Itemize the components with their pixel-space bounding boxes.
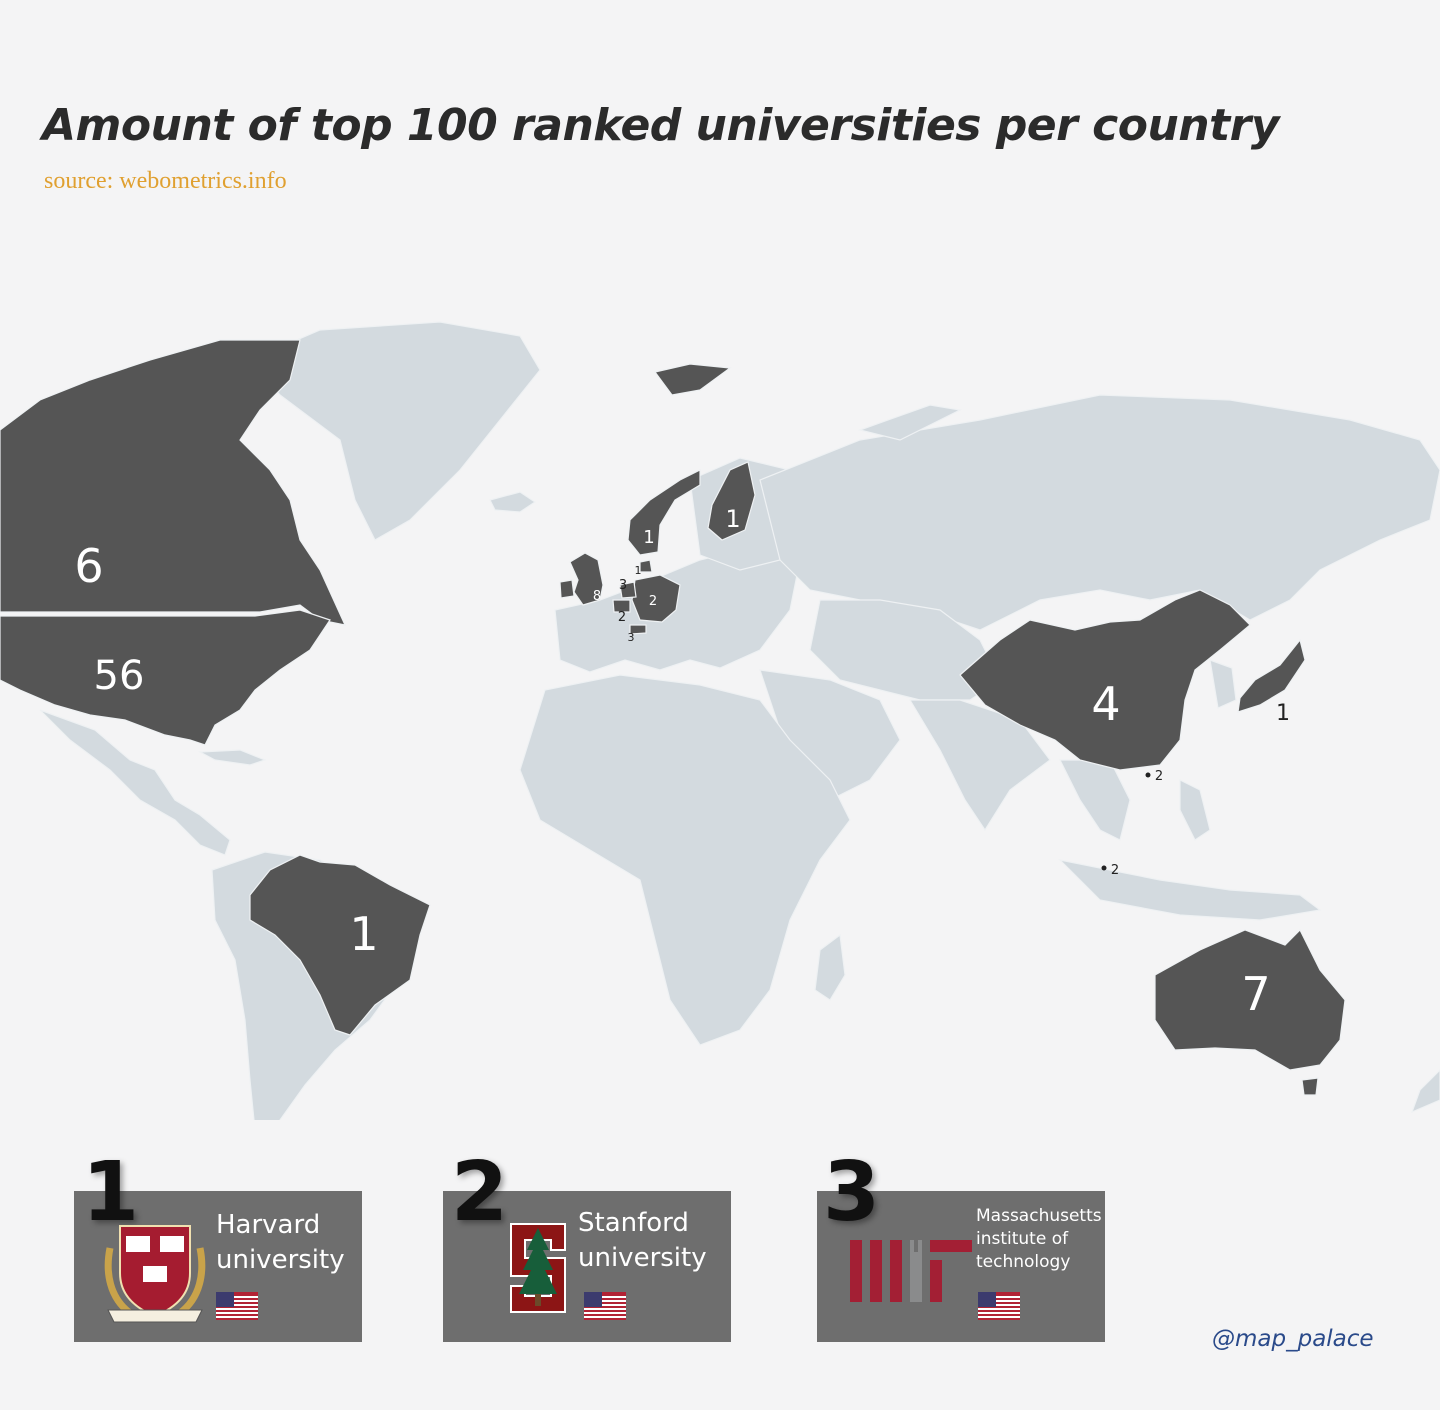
country-ireland xyxy=(559,579,575,599)
count-usa: 56 xyxy=(94,653,145,699)
count-netherlands: 3 xyxy=(619,578,627,593)
country-china xyxy=(959,589,1251,771)
philippines xyxy=(1179,779,1211,841)
indonesia xyxy=(1058,859,1322,921)
iceland xyxy=(489,491,537,513)
count-finland: 1 xyxy=(725,505,740,533)
us-flag-icon xyxy=(584,1292,626,1320)
count-germany: 2 xyxy=(649,594,657,609)
mexico-central-america xyxy=(39,709,231,856)
uni-name-stanford: Stanford university xyxy=(578,1208,707,1273)
us-flag-icon xyxy=(978,1292,1020,1320)
southeast-asia xyxy=(1059,759,1131,841)
count-china: 4 xyxy=(1091,677,1120,731)
country-germany xyxy=(631,574,681,623)
count-australia: 7 xyxy=(1241,967,1270,1021)
map-title: Amount of top 100 ranked universities pe… xyxy=(42,100,1280,151)
india xyxy=(908,699,1051,832)
country-norway xyxy=(627,469,701,556)
mit-logo-icon xyxy=(850,1240,972,1302)
svalbard xyxy=(653,363,732,396)
new-zealand xyxy=(1410,1069,1440,1114)
country-usa xyxy=(0,609,331,746)
madagascar xyxy=(814,933,846,1001)
africa xyxy=(519,674,851,1046)
count-belgium: 2 xyxy=(618,610,626,625)
count-uk: 8 xyxy=(593,589,601,604)
count-singapore: 2 xyxy=(1111,863,1119,878)
source-label: source: webometrics.info xyxy=(44,168,287,194)
us-flag-icon xyxy=(216,1292,258,1320)
greenland xyxy=(249,321,541,541)
arctic-islands-russia xyxy=(857,404,962,441)
country-australia xyxy=(1154,928,1346,1071)
count-denmark: 1 xyxy=(635,564,642,577)
uni-name-mit: Massachusetts institute of technology xyxy=(976,1206,1102,1272)
country-netherlands xyxy=(619,581,637,599)
country-switzerland xyxy=(629,624,647,635)
caribbean xyxy=(197,749,267,766)
count-norway: 1 xyxy=(643,527,654,548)
country-japan xyxy=(1237,638,1306,713)
count-hong-kong: 2 xyxy=(1155,769,1163,784)
country-canada xyxy=(0,339,347,626)
stanford-tree-icon xyxy=(510,1223,566,1313)
harvard-shield-icon xyxy=(104,1225,206,1323)
count-switzerland: 3 xyxy=(628,631,635,644)
country-belgium xyxy=(612,599,631,613)
count-canada: 6 xyxy=(74,539,103,593)
credit-handle: @map_palace xyxy=(1212,1326,1374,1352)
country-brazil xyxy=(249,854,431,1036)
country-tasmania xyxy=(1301,1077,1319,1096)
count-japan: 1 xyxy=(1276,701,1290,726)
card-mit xyxy=(817,1191,1105,1342)
rank-2: 2 xyxy=(451,1145,509,1240)
count-brazil: 1 xyxy=(349,907,378,961)
country-finland xyxy=(707,461,756,541)
hong-kong-dot xyxy=(1145,772,1151,778)
uni-name-harvard: Harvard university xyxy=(216,1210,345,1275)
country-denmark xyxy=(639,559,653,573)
country-uk xyxy=(569,552,604,606)
rank-3: 3 xyxy=(823,1145,881,1240)
singapore-dot xyxy=(1101,865,1107,871)
rank-1: 1 xyxy=(82,1145,140,1240)
korea xyxy=(1209,659,1237,709)
central-asia xyxy=(809,599,1001,701)
world-map: 6 56 1 4 7 8 3 3 2 2 2 2 1 1 1 1 xyxy=(0,321,1440,1120)
